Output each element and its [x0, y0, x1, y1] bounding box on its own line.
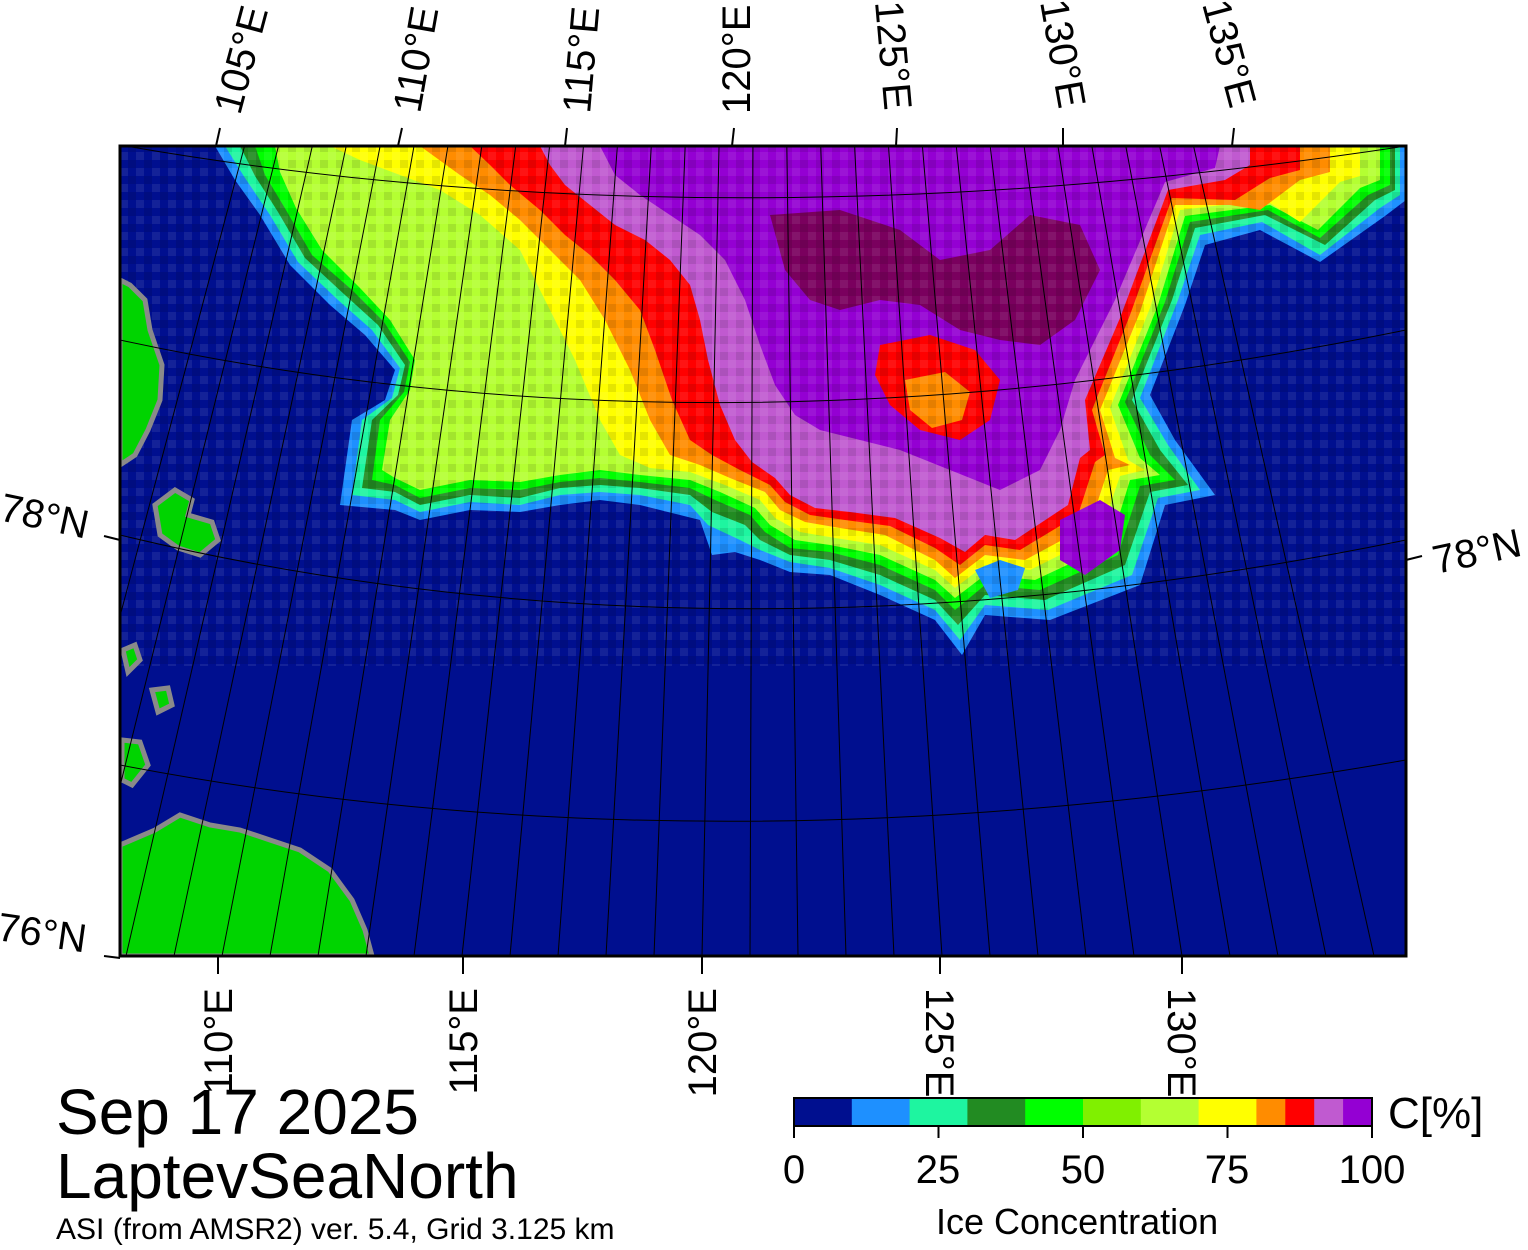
land-islet-1	[120, 641, 143, 677]
meridian-line	[1023, 146, 1135, 956]
meridian-line	[125, 146, 313, 956]
meridian-line	[1125, 146, 1279, 956]
meridian-line	[786, 146, 799, 956]
top-lon-label-130: 130°E	[1031, 0, 1093, 111]
colorbar-tick-label: 50	[1060, 1148, 1106, 1192]
meridian-line	[557, 146, 618, 956]
colorbar-bin	[1140, 1098, 1200, 1126]
top-lon-label-105: 105°E	[206, 1, 277, 118]
meridian-line	[221, 146, 381, 956]
meridian-line	[269, 146, 415, 956]
meridian-line	[921, 146, 991, 956]
colorbar-title: Ice Concentration	[936, 1201, 1219, 1242]
colorbar-bin	[967, 1098, 1026, 1126]
meridian-line	[955, 146, 1039, 956]
top-lon-label-110: 110°E	[386, 3, 448, 115]
colorbar-bin	[909, 1098, 968, 1126]
lat-label-left-76: 76°N	[0, 905, 89, 961]
meridian-line	[413, 146, 517, 956]
meridian-line	[461, 146, 551, 956]
bottom-lon-label-125: 125°E	[917, 988, 961, 1097]
meridian-line	[888, 146, 943, 956]
land-west-coast-upper	[120, 277, 165, 469]
colorbar-bin	[1025, 1098, 1084, 1126]
lat-line-78n	[120, 534, 1406, 610]
meridian-line	[317, 146, 449, 956]
meridian-line	[1057, 146, 1183, 956]
meridian-line	[120, 146, 279, 789]
bottom-lon-label-115: 115°E	[442, 988, 486, 1094]
top-lon-label-135: 135°E	[1193, 0, 1264, 112]
bottom-lon-label-130: 130°E	[1159, 988, 1203, 1097]
land-island-mid	[152, 487, 221, 558]
meridian-line	[854, 146, 895, 956]
lat-label-right-78: 78°N	[1429, 521, 1526, 583]
colorbar-bin	[794, 1098, 853, 1126]
meridian-line	[1193, 146, 1375, 956]
graticule	[120, 146, 1406, 956]
colorbar-bin	[1314, 1098, 1344, 1126]
meridian-line	[509, 146, 584, 956]
land	[120, 277, 375, 956]
map-date: Sep 17 2025	[56, 1076, 419, 1148]
meridian-line	[749, 146, 754, 956]
meridian-line	[120, 146, 246, 619]
top-lon-label-125: 125°E	[866, 0, 919, 112]
colorbar-bin	[1256, 1098, 1286, 1126]
colorbar-bin	[1343, 1098, 1373, 1126]
meridian-line	[653, 146, 686, 956]
lat-line-80n	[122, 146, 1406, 199]
colorbar-bin	[851, 1098, 911, 1126]
ice-texture	[120, 146, 1406, 666]
lat-line-79n	[120, 329, 1406, 404]
colorbar	[793, 1097, 1373, 1138]
bottom-lon-label-110: 110°E	[197, 988, 241, 1094]
lat-line-77n	[120, 759, 1406, 822]
meridian-line	[820, 146, 847, 956]
top-lon-label-115: 115°E	[555, 5, 608, 115]
sea-ice-field	[120, 146, 1406, 666]
colorbar-bin	[1285, 1098, 1315, 1126]
lat-label-left-78: 78°N	[0, 486, 93, 548]
meridian-line	[701, 146, 720, 956]
map-frame	[118, 144, 1408, 958]
meridian-line	[1091, 146, 1231, 956]
colorbar-bins	[794, 1098, 1373, 1126]
data-source-note: ASI (from AMSR2) ver. 5.4, Grid 3.125 km	[56, 1213, 615, 1246]
colorbar-unit: C[%]	[1388, 1089, 1484, 1138]
colorbar-tick-label: 100	[1338, 1148, 1406, 1192]
colorbar-tick-label: 75	[1204, 1148, 1250, 1192]
region-name: LaptevSeaNorth	[56, 1140, 519, 1212]
colorbar-bin	[1083, 1098, 1142, 1126]
land-mainland-southwest	[120, 812, 375, 956]
colorbar-tick-label: 25	[915, 1148, 961, 1192]
meridian-line	[989, 146, 1087, 956]
meridian-line	[365, 146, 483, 956]
top-lon-label-120: 120°E	[715, 5, 759, 114]
meridian-line	[605, 146, 652, 956]
land-islet-2	[148, 685, 175, 716]
colorbar-bin	[1198, 1098, 1257, 1126]
meridian-line	[173, 146, 347, 956]
bottom-lon-label-120: 120°E	[681, 988, 725, 1097]
frame-ticks	[103, 127, 1423, 974]
meridian-lines	[120, 146, 1375, 956]
colorbar-tick-marks	[793, 1126, 1373, 1138]
meridian-line	[1159, 146, 1327, 956]
colorbar-tick-label: 0	[782, 1148, 806, 1192]
